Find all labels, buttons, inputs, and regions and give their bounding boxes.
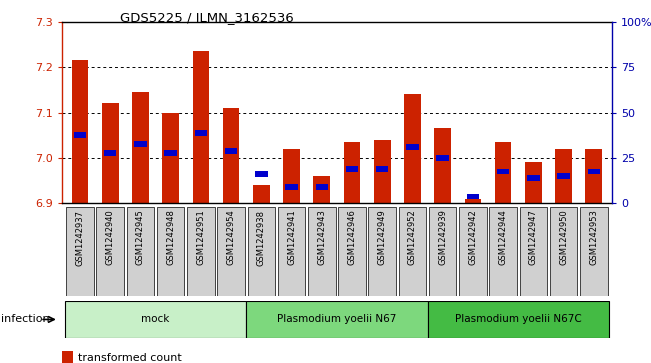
Text: GSM1242945: GSM1242945 bbox=[136, 209, 145, 265]
Text: Plasmodium yoelii N67: Plasmodium yoelii N67 bbox=[277, 314, 396, 325]
Text: Plasmodium yoelii N67C: Plasmodium yoelii N67C bbox=[455, 314, 581, 325]
Text: GSM1242948: GSM1242948 bbox=[166, 209, 175, 265]
Bar bbox=[557, 173, 570, 179]
Bar bbox=[436, 155, 449, 161]
Bar bbox=[195, 130, 207, 136]
Bar bbox=[157, 207, 184, 296]
Bar bbox=[165, 150, 177, 156]
Bar bbox=[467, 193, 479, 199]
Bar bbox=[429, 207, 456, 296]
Bar bbox=[308, 207, 335, 296]
Bar bbox=[162, 113, 179, 203]
Bar bbox=[217, 207, 245, 296]
Text: GSM1242951: GSM1242951 bbox=[197, 209, 205, 265]
Text: GSM1242947: GSM1242947 bbox=[529, 209, 538, 265]
Bar bbox=[253, 185, 270, 203]
Bar bbox=[497, 168, 509, 175]
Text: GSM1242952: GSM1242952 bbox=[408, 209, 417, 265]
Text: GSM1242942: GSM1242942 bbox=[469, 209, 477, 265]
Bar bbox=[285, 184, 298, 190]
Text: infection: infection bbox=[1, 314, 50, 325]
Bar bbox=[527, 175, 540, 181]
Bar bbox=[550, 207, 577, 296]
Text: GSM1242937: GSM1242937 bbox=[76, 209, 85, 266]
Bar bbox=[465, 199, 481, 203]
Text: GSM1242939: GSM1242939 bbox=[438, 209, 447, 265]
Text: mock: mock bbox=[141, 314, 170, 325]
Bar bbox=[339, 207, 366, 296]
Bar bbox=[255, 171, 268, 177]
Text: GSM1242941: GSM1242941 bbox=[287, 209, 296, 265]
Text: GSM1242940: GSM1242940 bbox=[105, 209, 115, 265]
Bar bbox=[74, 132, 86, 138]
Bar bbox=[428, 301, 609, 338]
Bar bbox=[495, 142, 512, 203]
Text: GDS5225 / ILMN_3162536: GDS5225 / ILMN_3162536 bbox=[120, 11, 294, 24]
Bar bbox=[376, 166, 389, 172]
Bar bbox=[490, 207, 517, 296]
Bar bbox=[96, 207, 124, 296]
Bar bbox=[555, 149, 572, 203]
Bar bbox=[225, 148, 238, 154]
Bar bbox=[434, 129, 451, 203]
Bar bbox=[344, 142, 360, 203]
Bar bbox=[65, 301, 246, 338]
Bar bbox=[525, 163, 542, 203]
Text: GSM1242943: GSM1242943 bbox=[317, 209, 326, 265]
Bar bbox=[72, 60, 89, 203]
Text: GSM1242954: GSM1242954 bbox=[227, 209, 236, 265]
Bar bbox=[127, 207, 154, 296]
Bar bbox=[62, 351, 74, 363]
Text: GSM1242944: GSM1242944 bbox=[499, 209, 508, 265]
Bar bbox=[314, 176, 330, 203]
Bar bbox=[404, 94, 421, 203]
Bar bbox=[368, 207, 396, 296]
Bar bbox=[398, 207, 426, 296]
Bar bbox=[585, 149, 602, 203]
Text: GSM1242949: GSM1242949 bbox=[378, 209, 387, 265]
Text: GSM1242938: GSM1242938 bbox=[257, 209, 266, 266]
Bar bbox=[283, 149, 300, 203]
Bar bbox=[278, 207, 305, 296]
Text: transformed count: transformed count bbox=[78, 352, 182, 363]
Bar bbox=[588, 168, 600, 175]
Bar bbox=[66, 207, 94, 296]
Bar bbox=[102, 103, 118, 203]
Bar bbox=[459, 207, 487, 296]
Bar bbox=[316, 184, 328, 190]
Bar bbox=[246, 301, 428, 338]
Bar bbox=[193, 51, 209, 203]
Bar bbox=[223, 108, 240, 203]
Bar bbox=[247, 207, 275, 296]
Bar bbox=[406, 144, 419, 150]
Bar bbox=[346, 166, 358, 172]
Bar bbox=[132, 92, 148, 203]
Text: GSM1242946: GSM1242946 bbox=[348, 209, 357, 265]
Bar bbox=[374, 140, 391, 203]
Bar bbox=[580, 207, 607, 296]
Bar bbox=[134, 141, 146, 147]
Text: GSM1242950: GSM1242950 bbox=[559, 209, 568, 265]
Bar bbox=[187, 207, 215, 296]
Bar bbox=[104, 150, 117, 156]
Text: GSM1242953: GSM1242953 bbox=[589, 209, 598, 265]
Bar bbox=[519, 207, 547, 296]
